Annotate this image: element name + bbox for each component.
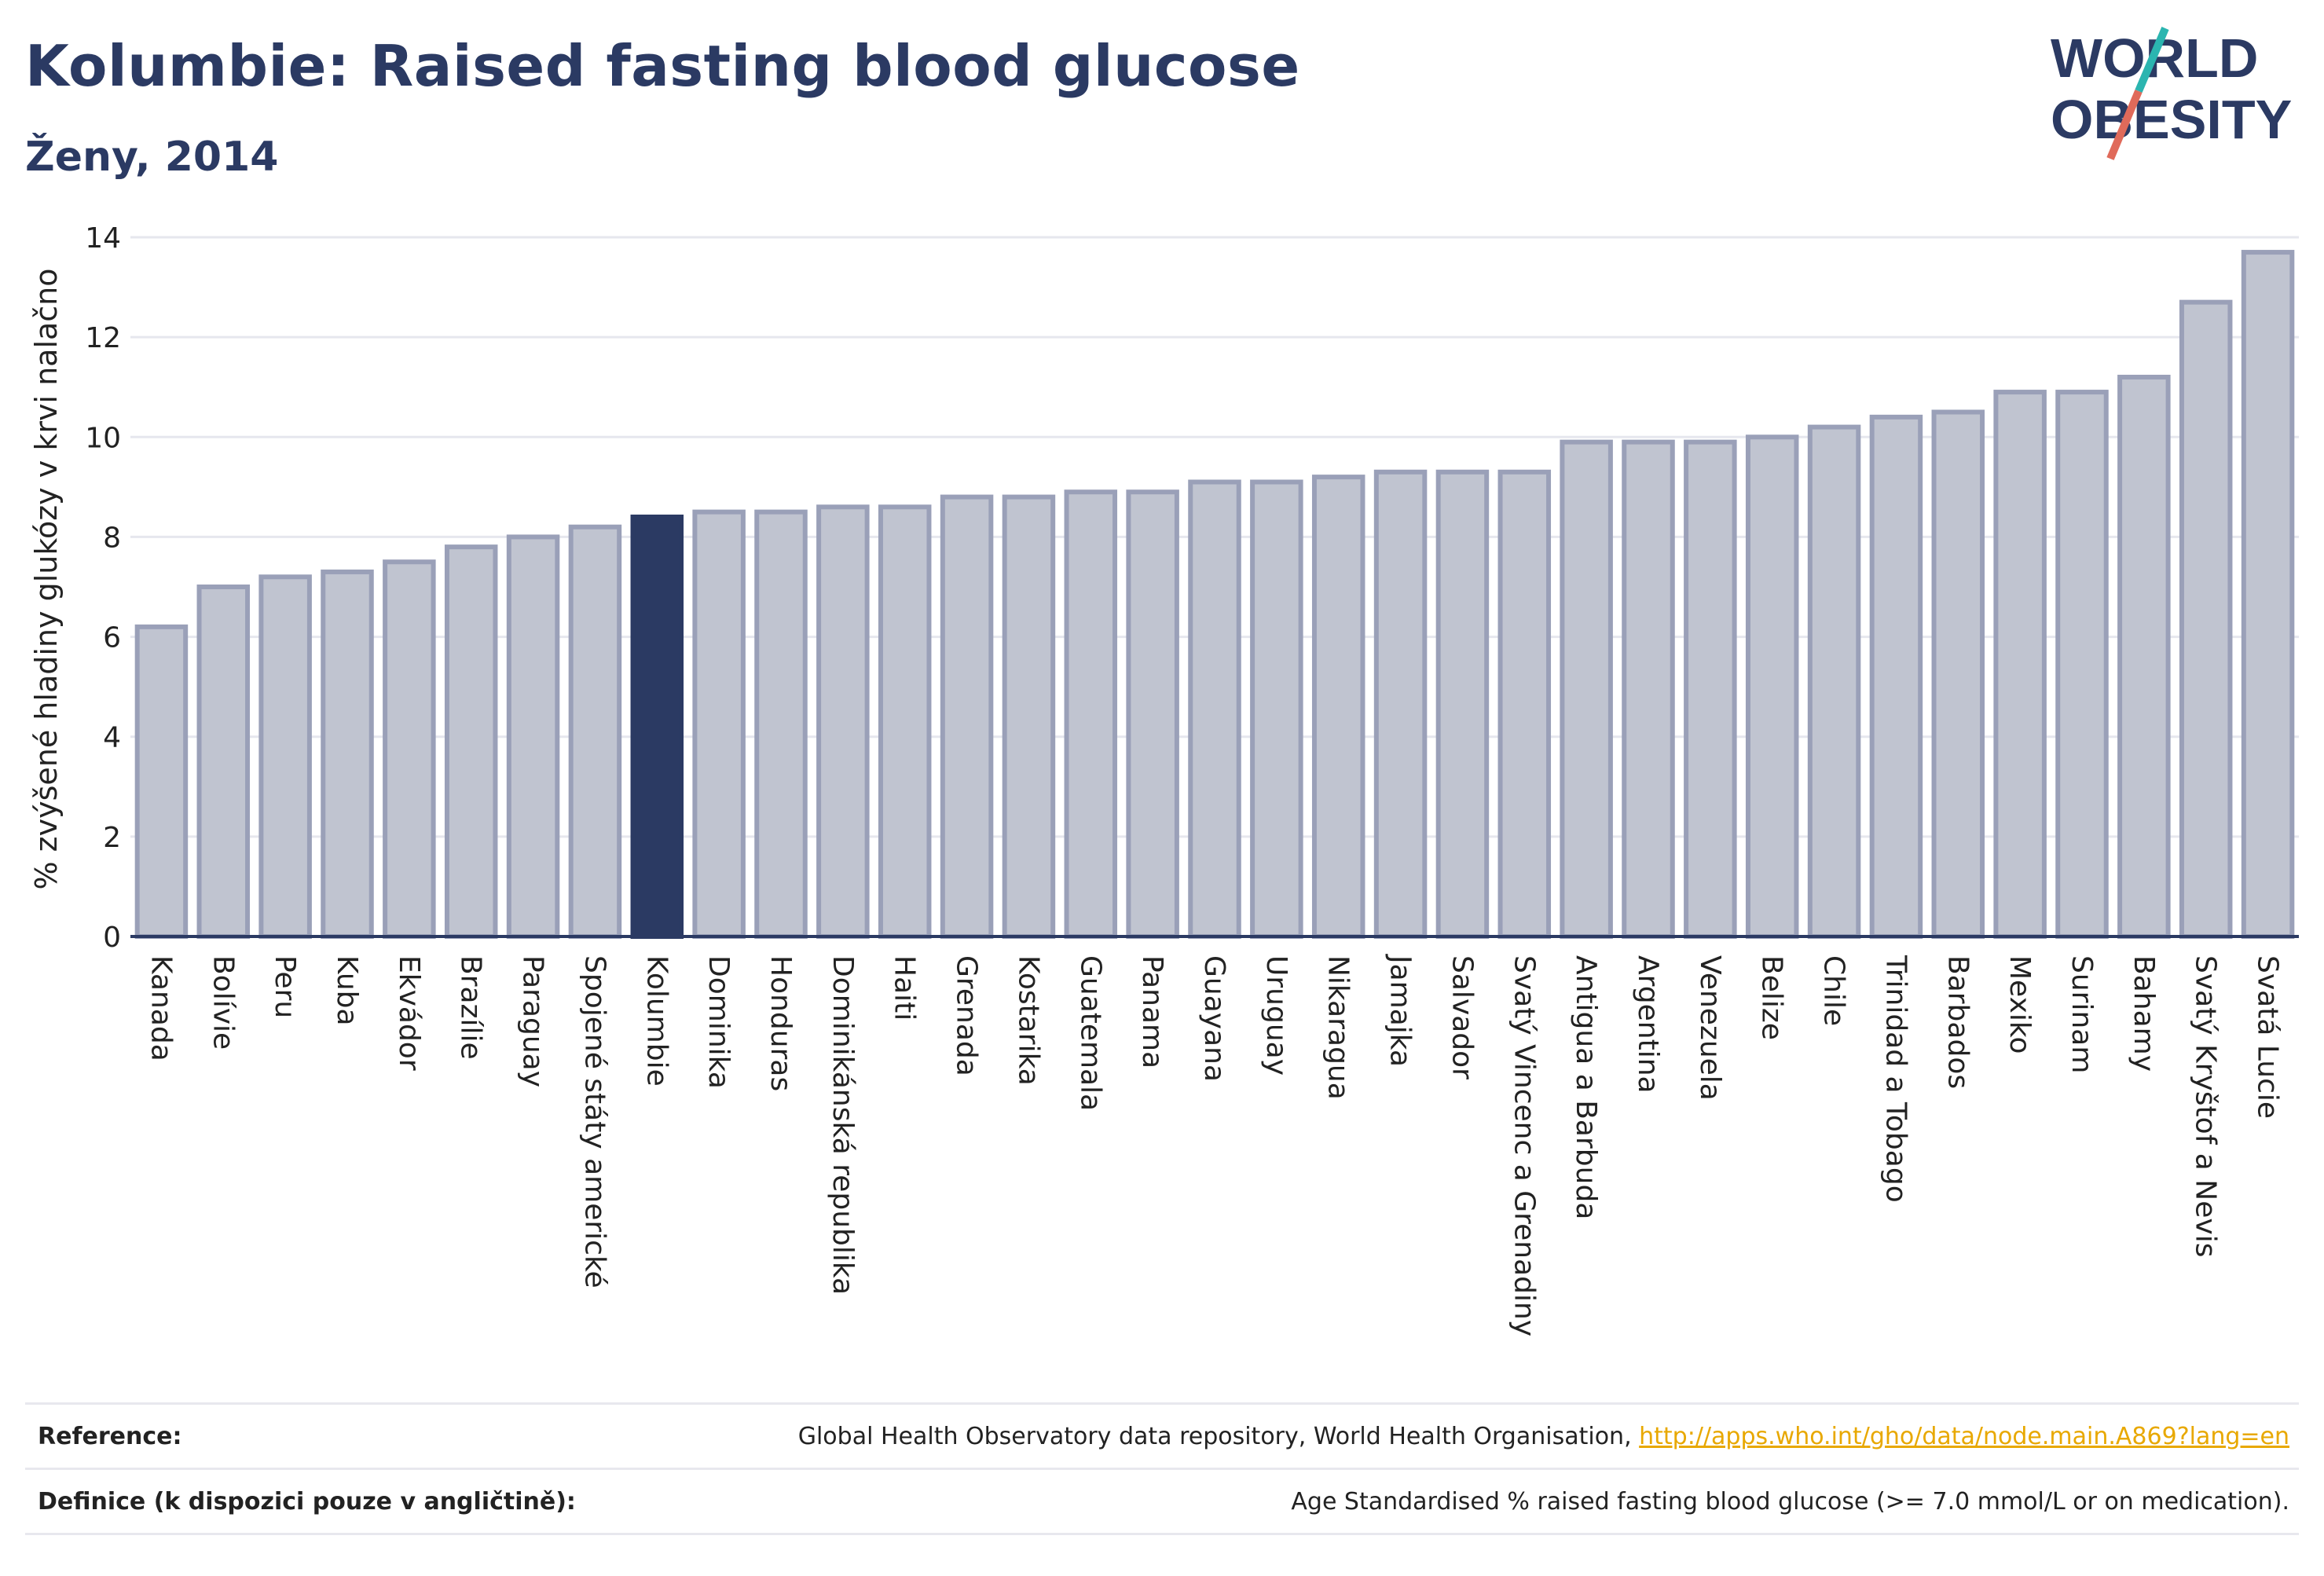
bar-salvador: [1435, 469, 1490, 939]
y-tick-label: 0: [103, 922, 121, 954]
bar-bahamy: [2117, 375, 2171, 939]
y-axis-ticks: 0 2 4 6 8 10 12 14: [85, 222, 121, 954]
x-tick-label: Mexiko: [2003, 955, 2036, 1054]
bar-chile: [1807, 424, 1861, 939]
bar-guayana: [1188, 479, 1241, 939]
x-tick-label: Brazílie: [455, 955, 487, 1060]
logo-line2: OBESITY: [2051, 89, 2292, 150]
bar-argentina: [1622, 439, 1675, 939]
x-tick-label: Peru: [269, 955, 301, 1018]
bar-svatá-lucie: [2241, 250, 2295, 940]
definition-label: Definice (k dispozici pouze v angličtině…: [38, 1487, 576, 1516]
bar-dominika: [692, 509, 746, 939]
logo-slash-teal: [2135, 27, 2169, 93]
x-tick-label: Venezuela: [1694, 955, 1726, 1101]
definition-row: Definice (k dispozici pouze v angličtině…: [25, 1468, 2299, 1535]
bar-dominikánská-republika: [816, 504, 870, 939]
y-tick-label: 2: [103, 822, 121, 854]
bar-barbados: [1931, 409, 1985, 939]
x-axis-labels: Kanada Bolívie Peru Kuba Ekvádor Brazílie Para…: [145, 954, 2283, 1336]
y-tick-label: 6: [103, 622, 121, 654]
chart-title: Kolumbie: Raised fasting blood glucose: [25, 33, 1300, 99]
bar-svatý-vincenc-a-grenadiny: [1497, 469, 1552, 939]
bar-spojené-státy-americké: [568, 524, 622, 939]
bar-uruguay: [1250, 479, 1303, 939]
bar-kostarika: [1002, 494, 1056, 939]
bar-jamajka: [1373, 469, 1428, 939]
bar-kuba: [321, 569, 374, 940]
x-tick-label: Paraguay: [517, 955, 549, 1087]
y-tick-label: 10: [85, 422, 121, 454]
bar-trinidad-a-tobago: [1869, 414, 1923, 939]
bar-peru: [258, 574, 312, 939]
x-tick-label: Argentina: [1632, 955, 1664, 1094]
definition-value: Age Standardised % raised fasting blood …: [1291, 1487, 2289, 1516]
x-tick-label: Dominikánská republika: [827, 955, 859, 1295]
y-tick-label: 8: [103, 522, 121, 554]
x-tick-label: Bolívie: [207, 955, 239, 1050]
footer: Reference: Global Health Observatory dat…: [25, 1402, 2299, 1535]
y-axis-label: % zvýšené hladiny glukózy v krvi nalačno: [29, 268, 64, 889]
x-tick-label: Panama: [1136, 955, 1168, 1068]
reference-row: Reference: Global Health Observatory dat…: [25, 1402, 2299, 1468]
bar-venezuela: [1684, 439, 1737, 939]
x-tick-label: Ekvádor: [393, 955, 425, 1071]
bar-nikaragua: [1311, 475, 1365, 939]
bar-grenada: [940, 494, 994, 939]
reference-text: Global Health Observatory data repositor…: [797, 1422, 1640, 1450]
bar-antigua-a-barbuda: [1560, 439, 1613, 939]
bar-paraguay: [506, 534, 560, 940]
bar-kolumbie: [630, 515, 684, 939]
y-tick-label: 4: [103, 722, 121, 754]
bar-guatemala: [1064, 489, 1118, 939]
x-tick-label: Antigua a Barbuda: [1570, 955, 1602, 1219]
logo-slash-red: [2106, 90, 2143, 160]
x-tick-label: Nikaragua: [1322, 955, 1354, 1100]
bar-honduras: [754, 509, 808, 939]
x-tick-label: Kostarika: [1012, 955, 1044, 1086]
bars: [134, 250, 2295, 940]
x-tick-label: Uruguay: [1260, 955, 1292, 1076]
world-obesity-logo: WORLD OBESITY: [2051, 27, 2292, 160]
bar-panama: [1126, 489, 1179, 939]
x-tick-label: Guatemala: [1074, 955, 1106, 1111]
x-tick-label: Surinam: [2066, 955, 2098, 1073]
bar-ekvádor: [383, 559, 436, 939]
bar-kanada: [134, 624, 189, 939]
x-tick-label: Trinidad a Tobago: [1879, 955, 1912, 1203]
bar-surinam: [2055, 390, 2109, 940]
reference-link[interactable]: http://apps.who.int/gho/data/node.main.A…: [1639, 1422, 2289, 1450]
x-tick-label: Bahamy: [2128, 955, 2160, 1072]
x-tick-label: Spojené státy americké: [578, 955, 610, 1288]
bar-svatý-kryštof-a-nevis: [2179, 299, 2233, 939]
x-tick-label: Svatá Lucie: [2252, 955, 2284, 1119]
x-tick-label: Svatý Vincenc a Grenadiny: [1508, 955, 1540, 1336]
reference-label: Reference:: [38, 1422, 182, 1450]
x-tick-label: Kanada: [145, 955, 177, 1061]
reference-value: Global Health Observatory data repositor…: [798, 1423, 2299, 1450]
x-tick-label: Grenada: [951, 955, 983, 1076]
bar-belize: [1745, 434, 1799, 939]
x-tick-label: Honduras: [764, 955, 797, 1091]
bar-haiti: [878, 504, 932, 939]
x-tick-label: Kolumbie: [640, 955, 673, 1087]
x-tick-label: Svatý Kryštof a Nevis: [2190, 955, 2222, 1257]
bar-brazílie: [444, 544, 498, 940]
x-tick-label: Guayana: [1198, 955, 1230, 1082]
x-tick-label: Belize: [1756, 955, 1788, 1040]
bar-bolívie: [196, 585, 251, 939]
x-tick-label: Haiti: [889, 955, 921, 1021]
bar-mexiko: [1993, 390, 2047, 940]
x-tick-label: Dominika: [702, 955, 735, 1089]
x-tick-label: Barbados: [1941, 955, 1974, 1089]
x-tick-label: Chile: [1818, 955, 1850, 1026]
y-tick-label: 14: [85, 222, 121, 255]
chart-subtitle: Ženy, 2014: [25, 134, 279, 181]
x-tick-label: Salvador: [1446, 955, 1478, 1079]
bar-chart: 0 2 4 6 8 10 12 14 Kanada Bolívie Peru Kuba Ekvádor…: [29, 222, 2299, 1336]
x-tick-label: Jamajka: [1384, 954, 1417, 1067]
x-tick-label: Kuba: [331, 955, 363, 1026]
y-tick-label: 12: [85, 322, 121, 354]
